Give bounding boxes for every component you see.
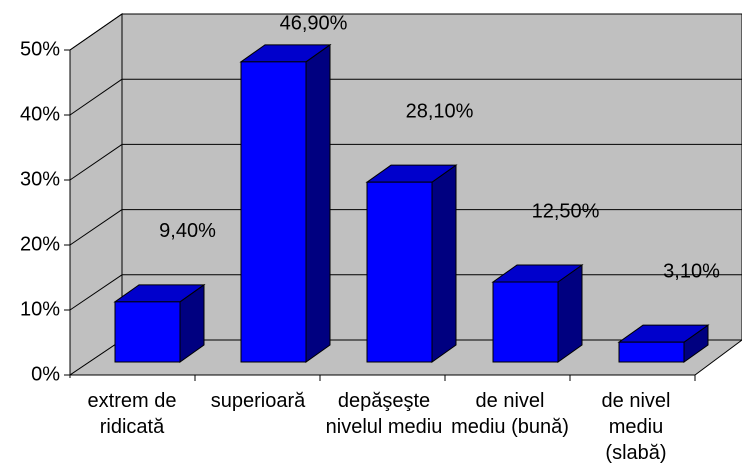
data-label: 46,90% <box>280 12 348 34</box>
bar <box>366 181 433 363</box>
data-label: 12,50% <box>532 200 600 222</box>
grid-line <box>69 209 123 246</box>
y-tick-label: 10% <box>20 298 60 320</box>
data-label: 28,10% <box>406 100 474 122</box>
bar-side <box>431 164 457 363</box>
x-tick-label: de nivel mediu (bună) <box>451 390 569 438</box>
bar <box>618 341 685 363</box>
x-tick-label: depăşeşte nivelul mediu <box>325 390 443 438</box>
side-wall <box>69 13 123 376</box>
y-tick-label: 50% <box>20 38 60 60</box>
bar <box>240 61 307 363</box>
y-tick-label: 30% <box>20 168 60 190</box>
x-tick-label: superioară <box>210 390 306 412</box>
grid-line <box>69 13 123 51</box>
x-tick-label: de nivel mediu (slabă) <box>601 390 671 464</box>
grid-line <box>69 274 123 311</box>
grid-line <box>69 78 123 116</box>
y-tick-label: 0% <box>31 363 60 385</box>
y-tick-label: 40% <box>20 103 60 125</box>
data-label: 9,40% <box>159 220 216 242</box>
x-tick-label: extrem de ridicată <box>87 390 177 438</box>
y-tick-label: 20% <box>20 233 60 255</box>
grid-line <box>69 143 123 181</box>
data-label: 3,10% <box>663 260 720 282</box>
bar <box>492 281 559 363</box>
bar <box>114 301 181 363</box>
bar-side <box>305 43 331 363</box>
